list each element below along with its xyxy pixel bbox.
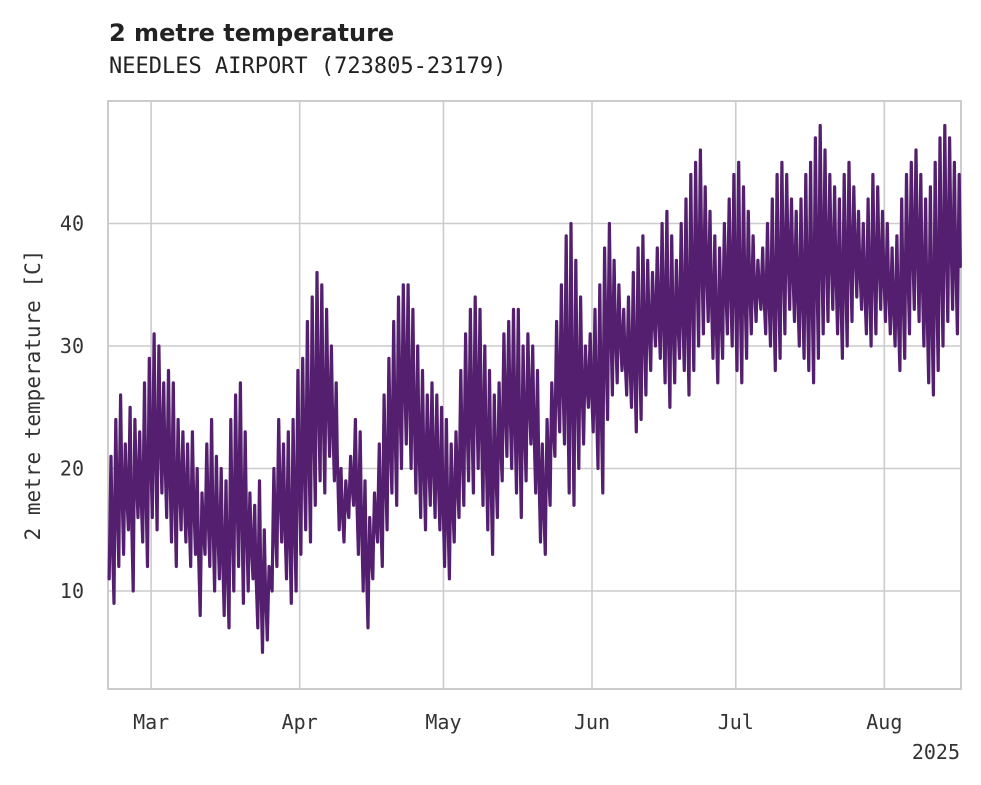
chart-title: 2 metre temperature — [109, 19, 394, 47]
y-tick-label: 40 — [60, 212, 84, 236]
y-tick-label: 30 — [60, 334, 84, 358]
plot-frame — [107, 100, 962, 690]
series-layer — [107, 123, 962, 654]
y-axis-label: 2 metre temperature [C] — [21, 250, 45, 541]
x-tick-label: Apr — [282, 710, 318, 734]
year-label: 2025 — [912, 740, 960, 764]
x-tick-label: Jul — [718, 710, 754, 734]
y-tick-label: 20 — [60, 457, 84, 481]
temperature-series-line — [107, 123, 962, 654]
chart-subtitle: NEEDLES AIRPORT (723805-23179) — [109, 54, 506, 79]
tick-labels: 10 20 30 40 Mar Apr May Jun Jul Aug — [60, 212, 902, 735]
x-tick-label: Mar — [133, 710, 169, 734]
y-tick-label: 10 — [60, 579, 84, 603]
x-tick-label: May — [425, 710, 461, 734]
x-tick-label: Aug — [866, 710, 902, 734]
x-tick-label: Jun — [574, 710, 610, 734]
